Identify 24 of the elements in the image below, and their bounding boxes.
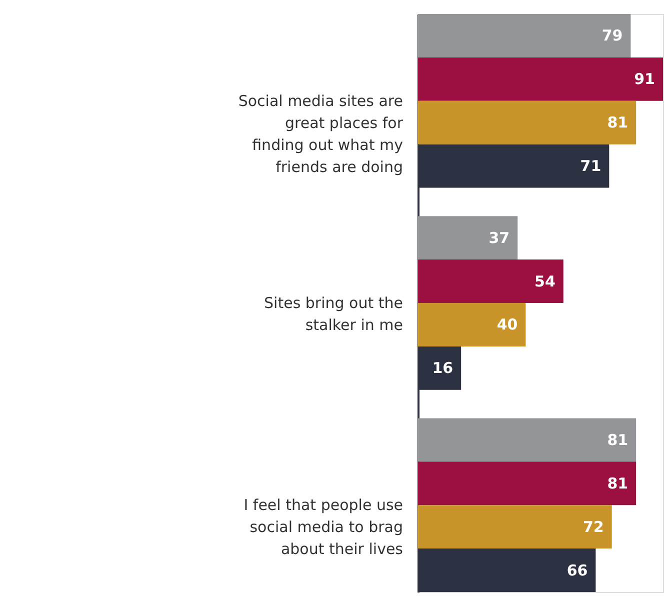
bar [418,14,631,58]
data-label: 81 [607,114,628,132]
data-label: 40 [496,316,518,334]
bar [418,303,526,346]
bar [418,462,636,506]
data-label: 81 [607,474,628,492]
bar [418,100,636,144]
data-label: 16 [432,359,454,378]
y-tick-label: Sites bring out the stalker in me [264,294,403,334]
data-label: 54 [534,272,556,290]
y-tick-label: Social media sites are great places for finding out what my friends are doing [238,92,404,176]
data-label: 37 [488,228,510,247]
bar [418,216,518,260]
data-label: 91 [634,70,655,88]
data-label: 71 [580,157,602,176]
y-tick-label: I feel that people use social media to brag about their lives [244,496,404,558]
data-label: 72 [582,518,604,536]
bar [418,57,663,101]
data-label: 81 [607,430,628,449]
bar [418,505,612,549]
data-label: 79 [602,26,623,45]
data-label: 66 [566,561,588,580]
bar [418,260,564,303]
bar [418,418,636,462]
